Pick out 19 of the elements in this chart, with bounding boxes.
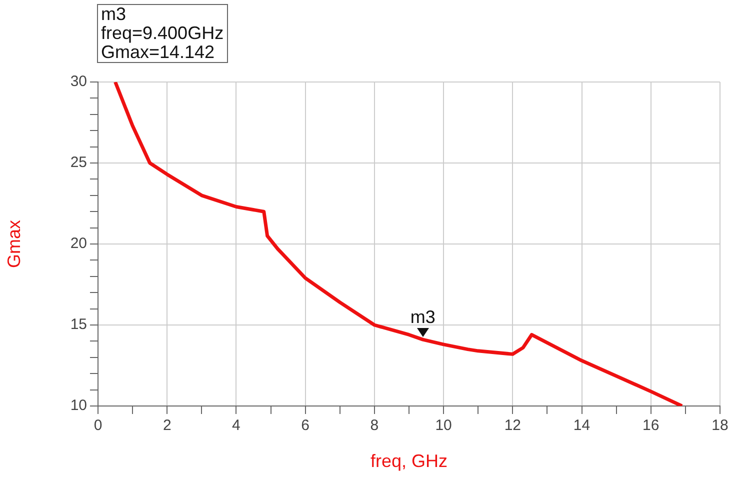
annotation: m3 xyxy=(410,306,436,327)
y-tick-label: 10 xyxy=(70,397,87,414)
x-tick-label: 12 xyxy=(504,417,522,434)
y-tick-label: 20 xyxy=(70,235,87,252)
y-tick-label: 30 xyxy=(70,73,87,90)
text: m3 freq=9.400GHz Gmax=14.142 xyxy=(97,4,228,63)
y-tick-label: 25 xyxy=(70,154,87,172)
x-tick-label: 18 xyxy=(712,417,728,434)
x-tick-label: 14 xyxy=(573,417,590,434)
y-axis-title: Gmax xyxy=(4,220,24,268)
x-tick-label: 4 xyxy=(232,417,240,434)
x-tick-label: 10 xyxy=(435,417,452,434)
x-axis-title: freq, GHz xyxy=(370,451,448,472)
x-tick-label: 8 xyxy=(370,417,379,434)
x-tick-label: 2 xyxy=(162,417,172,434)
x-tick-label: 0 xyxy=(94,417,102,434)
x-tick-label: 6 xyxy=(301,417,310,434)
y-tick-label: 15 xyxy=(70,316,87,334)
x-tick-label: 16 xyxy=(642,417,660,434)
